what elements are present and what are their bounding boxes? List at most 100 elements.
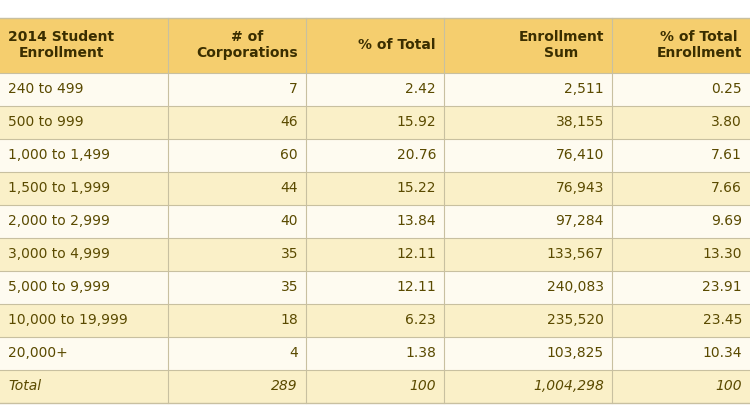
Text: 23.91: 23.91 [702, 280, 742, 294]
Bar [168, 237, 306, 270]
Text: 1,500 to 1,999: 1,500 to 1,999 [8, 181, 110, 195]
Text: 2,511: 2,511 [564, 82, 604, 96]
Text: 2,000 to 2,999: 2,000 to 2,999 [8, 214, 109, 228]
Bar [0, 73, 168, 105]
Text: 20.76: 20.76 [397, 148, 436, 162]
Text: Total: Total [8, 379, 41, 393]
Bar [612, 105, 750, 139]
Text: 97,284: 97,284 [556, 214, 604, 228]
Bar [168, 304, 306, 336]
Text: 289: 289 [272, 379, 298, 393]
Bar [612, 237, 750, 270]
Text: 10.34: 10.34 [703, 346, 742, 360]
Text: 4: 4 [290, 346, 298, 360]
Bar [612, 139, 750, 171]
Text: 60: 60 [280, 148, 298, 162]
Bar [0, 205, 168, 237]
Bar [168, 370, 306, 402]
Text: % of Total: % of Total [358, 38, 436, 52]
Bar [444, 370, 612, 402]
Text: 44: 44 [280, 181, 298, 195]
Bar [306, 336, 444, 370]
Bar [306, 304, 444, 336]
Bar [444, 171, 612, 205]
Text: 3,000 to 4,999: 3,000 to 4,999 [8, 247, 109, 261]
Bar [306, 270, 444, 304]
Text: 76,943: 76,943 [556, 181, 604, 195]
Text: 103,825: 103,825 [547, 346, 604, 360]
Text: 7.66: 7.66 [711, 181, 742, 195]
Bar [444, 270, 612, 304]
Bar [0, 336, 168, 370]
Text: 13.30: 13.30 [703, 247, 742, 261]
Text: 12.11: 12.11 [396, 247, 436, 261]
Bar [612, 270, 750, 304]
Text: 1.38: 1.38 [405, 346, 436, 360]
Bar [168, 171, 306, 205]
Bar [444, 304, 612, 336]
Text: 10,000 to 19,999: 10,000 to 19,999 [8, 313, 128, 327]
Text: 7: 7 [290, 82, 298, 96]
Text: # of
Corporations: # of Corporations [196, 30, 298, 60]
Bar [444, 336, 612, 370]
Bar [168, 18, 306, 73]
Text: 23.45: 23.45 [703, 313, 742, 327]
Bar [306, 237, 444, 270]
Text: 15.92: 15.92 [396, 115, 436, 129]
Bar [306, 205, 444, 237]
Text: 240 to 499: 240 to 499 [8, 82, 83, 96]
Bar [612, 370, 750, 402]
Bar [168, 205, 306, 237]
Bar [444, 73, 612, 105]
Bar [612, 171, 750, 205]
Text: 46: 46 [280, 115, 298, 129]
Bar [612, 18, 750, 73]
Text: 133,567: 133,567 [547, 247, 604, 261]
Text: 40: 40 [280, 214, 298, 228]
Bar [444, 105, 612, 139]
Text: 38,155: 38,155 [556, 115, 604, 129]
Text: 6.23: 6.23 [405, 313, 436, 327]
Bar [306, 171, 444, 205]
Bar [0, 139, 168, 171]
Text: 20,000+: 20,000+ [8, 346, 68, 360]
Text: 76,410: 76,410 [556, 148, 604, 162]
Text: 3.80: 3.80 [711, 115, 742, 129]
Bar [0, 18, 168, 73]
Text: 2.42: 2.42 [405, 82, 436, 96]
Bar [0, 270, 168, 304]
Text: 100: 100 [410, 379, 436, 393]
Bar [306, 105, 444, 139]
Text: 12.11: 12.11 [396, 280, 436, 294]
Bar [612, 73, 750, 105]
Text: 235,520: 235,520 [547, 313, 604, 327]
Text: % of Total
Enrollment: % of Total Enrollment [656, 30, 742, 60]
Text: 5,000 to 9,999: 5,000 to 9,999 [8, 280, 110, 294]
Text: 13.84: 13.84 [396, 214, 436, 228]
Bar [306, 73, 444, 105]
Bar [444, 18, 612, 73]
Text: 9.69: 9.69 [711, 214, 742, 228]
Bar [444, 205, 612, 237]
Bar [306, 18, 444, 73]
Text: 500 to 999: 500 to 999 [8, 115, 84, 129]
Text: 15.22: 15.22 [397, 181, 436, 195]
Bar [168, 336, 306, 370]
Bar [612, 205, 750, 237]
Bar [0, 304, 168, 336]
Bar [306, 370, 444, 402]
Bar [168, 270, 306, 304]
Bar [444, 139, 612, 171]
Bar [612, 304, 750, 336]
Text: 2014 Student
Enrollment: 2014 Student Enrollment [8, 30, 114, 60]
Bar [444, 237, 612, 270]
Text: Enrollment
Sum: Enrollment Sum [518, 30, 604, 60]
Bar [168, 73, 306, 105]
Text: 18: 18 [280, 313, 298, 327]
Bar [0, 171, 168, 205]
Text: 7.61: 7.61 [711, 148, 742, 162]
Text: 100: 100 [716, 379, 742, 393]
Text: 0.25: 0.25 [711, 82, 742, 96]
Text: 35: 35 [280, 280, 298, 294]
Text: 1,004,298: 1,004,298 [533, 379, 604, 393]
